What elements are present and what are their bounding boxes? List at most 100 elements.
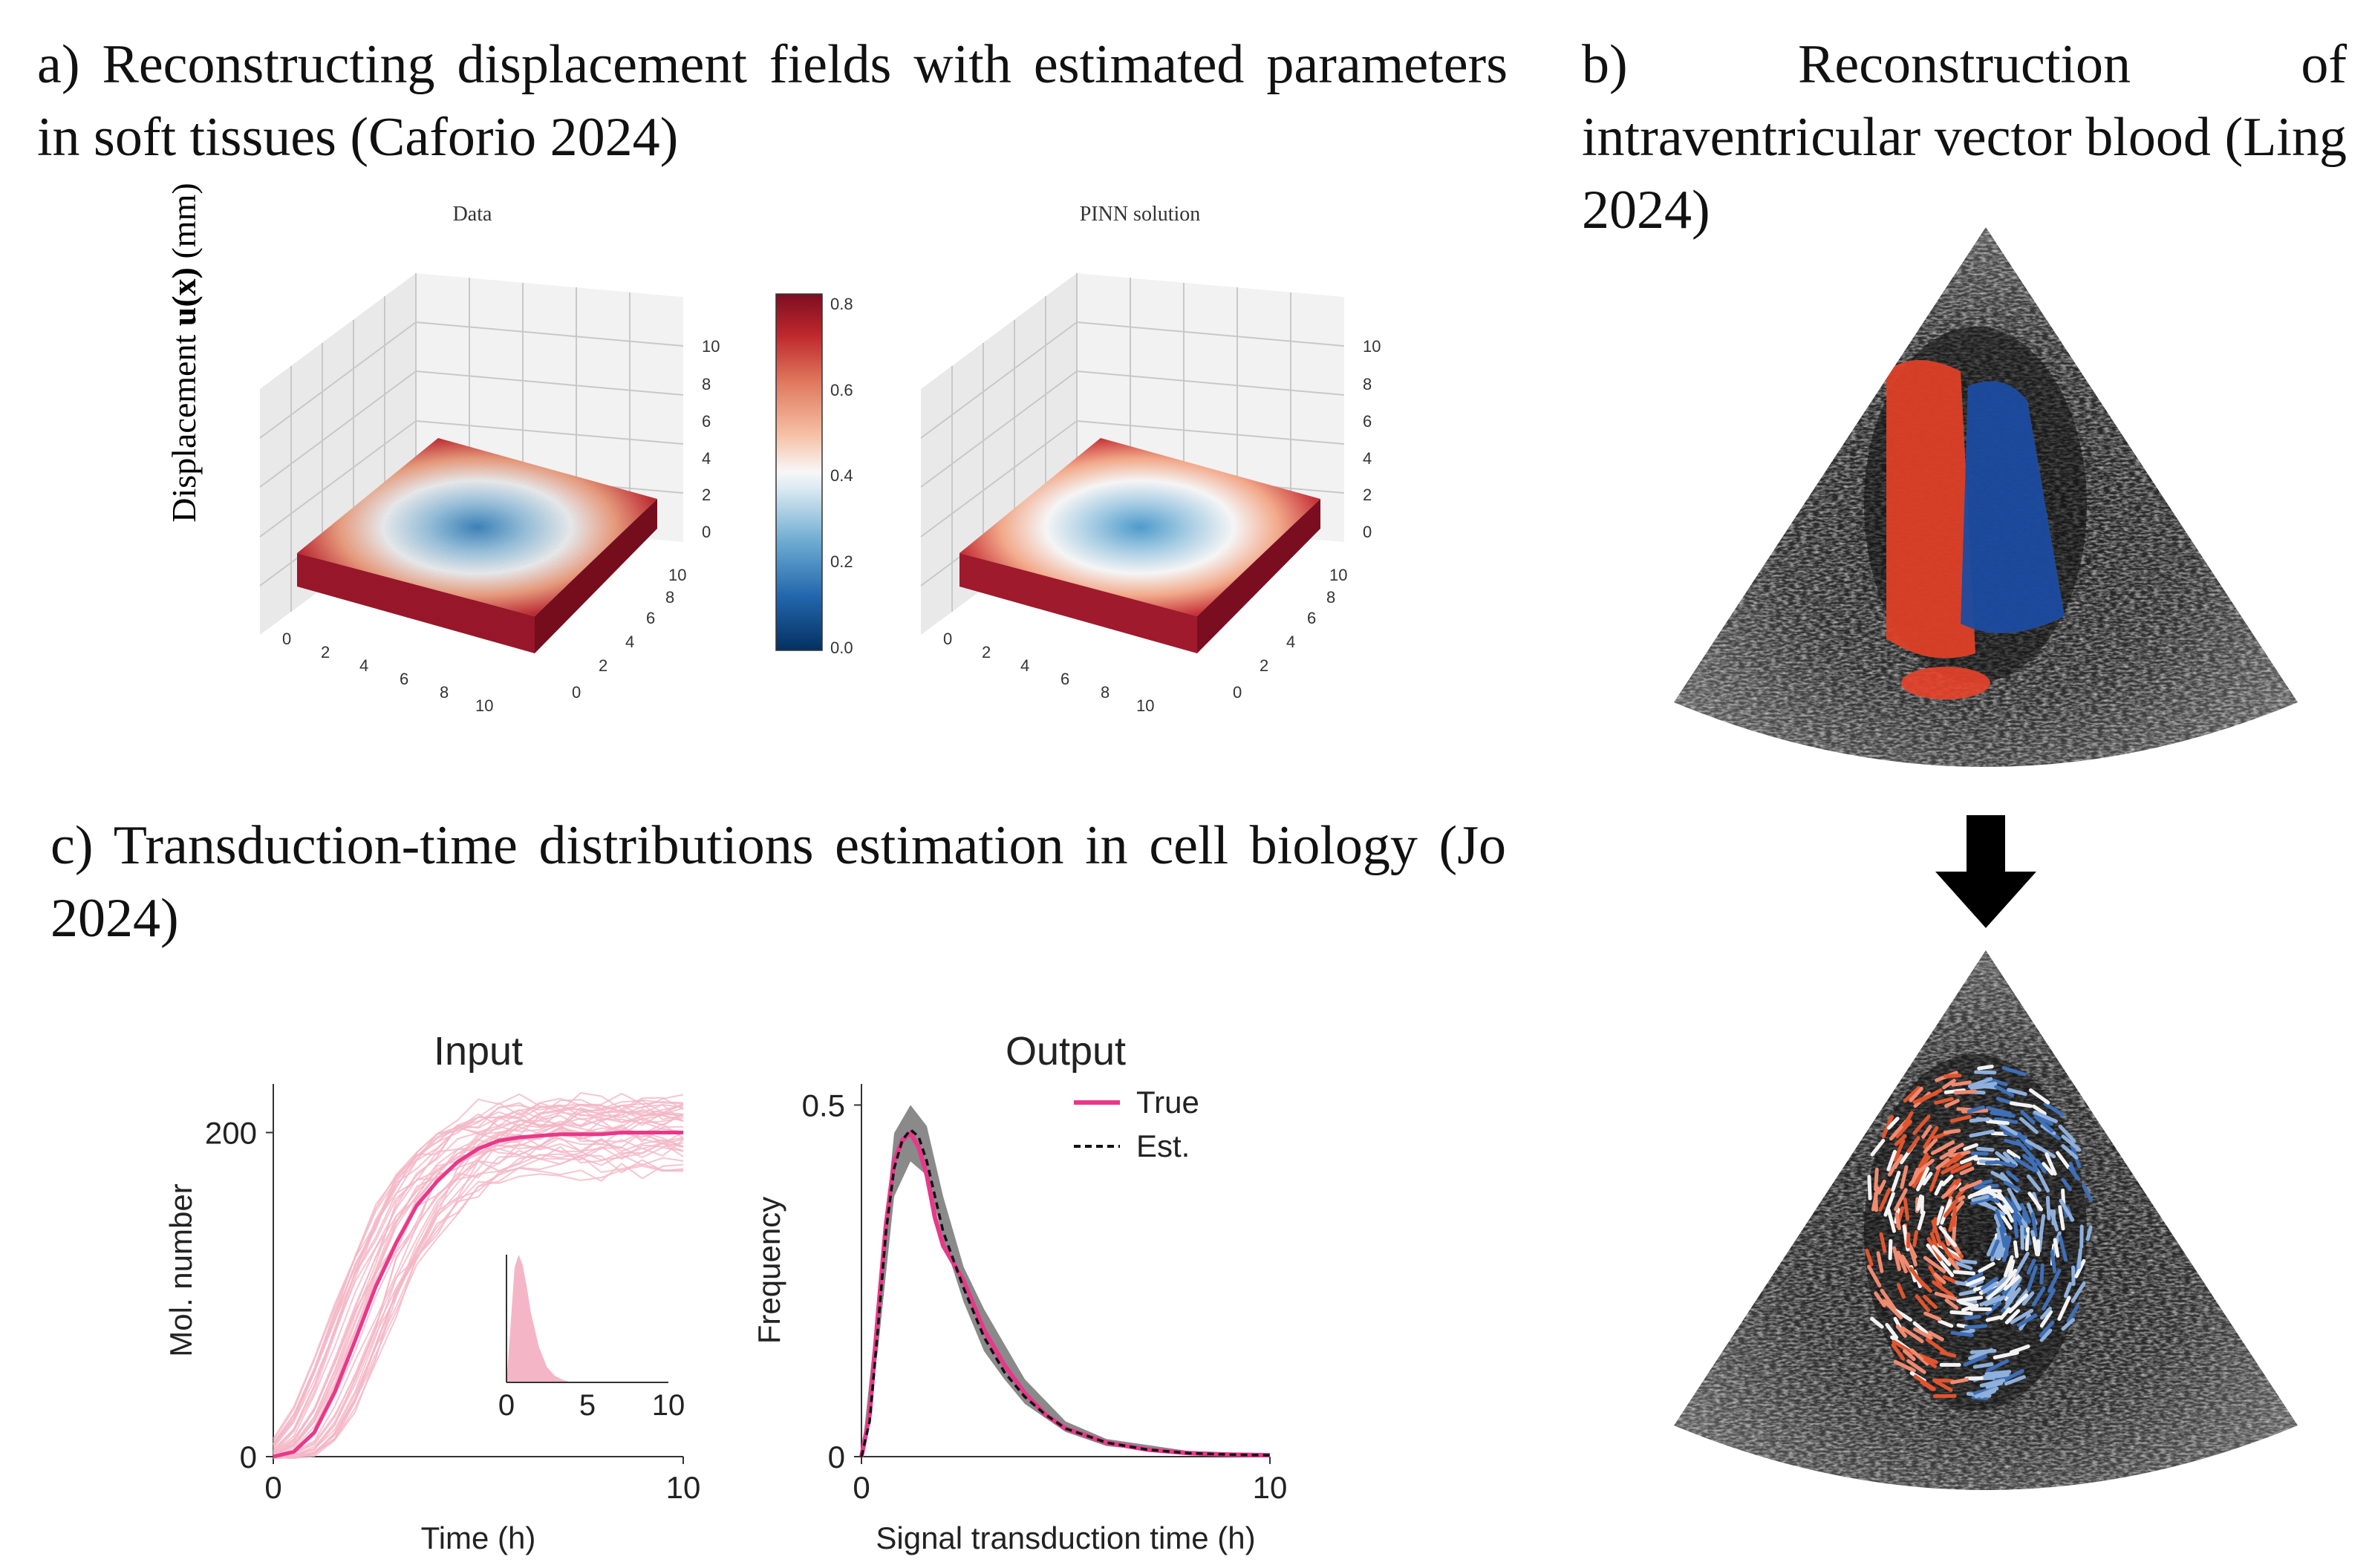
svg-text:8: 8 [1326, 588, 1335, 607]
trajectory-line [273, 1142, 684, 1457]
svg-text:10: 10 [668, 566, 686, 584]
vector-arrow [1950, 1377, 1969, 1385]
vector-arrow [2061, 1188, 2066, 1205]
vector-arrow [2030, 1212, 2038, 1237]
vector-arrow [1997, 1191, 2014, 1214]
vector-arrow [2042, 1162, 2054, 1176]
z-axis-label: Displacement u(x) (mm) [165, 183, 203, 522]
down-arrow-icon [1935, 815, 2036, 928]
chart-output: Output Signal transduction time (h) Freque… [752, 1029, 1287, 1555]
vector-arrow [1915, 1294, 1931, 1313]
vector-arrow [1918, 1152, 1929, 1169]
vector-arrow [1973, 1157, 2000, 1162]
vector-arrow [1984, 1370, 2012, 1376]
svg-text:10: 10 [1363, 337, 1381, 356]
vector-arrow [1949, 1114, 1972, 1123]
vector-arrow [2033, 1110, 2058, 1123]
svg-text:0: 0 [572, 683, 581, 702]
vector-arrow [2042, 1288, 2056, 1311]
inset-tick-label: 5 [579, 1389, 596, 1422]
chart-title: Output [1006, 1029, 1126, 1074]
svg-text:10: 10 [475, 696, 493, 715]
vector-arrow [2039, 1263, 2044, 1285]
trajectory-line [273, 1142, 684, 1445]
vector-arrow [1931, 1219, 1942, 1247]
vector-arrow [1909, 1086, 1923, 1102]
vector-arrow [1934, 1291, 1958, 1301]
vector-arrow [2010, 1308, 2034, 1324]
vector-arrow [1944, 1298, 1959, 1310]
x-axis-label: Time (h) [421, 1520, 536, 1555]
vector-arrow [1979, 1378, 2006, 1388]
surface-top [959, 438, 1320, 616]
vector-arrow [1867, 1175, 1872, 1200]
vector-arrow [2028, 1088, 2050, 1105]
inset-tick-label: 10 [652, 1389, 685, 1422]
vector-arrow [1967, 1077, 1993, 1088]
trajectory-line [273, 1163, 684, 1459]
y-axis-label: Frequency [752, 1197, 786, 1344]
vector-arrow [1952, 1270, 1976, 1275]
vector-arrow [1903, 1197, 1910, 1221]
vector-arrow [1894, 1134, 1907, 1146]
vector-arrow [1947, 1257, 1960, 1271]
x-tick-labels: 0 2 4 6 8 10 [943, 630, 1154, 715]
vector-arrow [1906, 1136, 1920, 1154]
svg-text:6: 6 [1060, 670, 1069, 688]
legend-est-label: Est. [1136, 1128, 1190, 1163]
surface-front [959, 553, 1197, 653]
vector-arrow [1886, 1208, 1896, 1233]
vector-arrow [2040, 1307, 2052, 1320]
svg-text:6: 6 [1307, 609, 1316, 627]
vector-arrow [1894, 1212, 1901, 1230]
vector-arrow [2004, 1309, 2021, 1324]
svg-text:4: 4 [625, 633, 634, 651]
vector-arrow [2033, 1114, 2054, 1133]
vector-arrow [1953, 1089, 1978, 1095]
vector-arrow [2015, 1252, 2030, 1275]
vector-arrow [2058, 1205, 2065, 1231]
vector-arrow [1871, 1186, 1880, 1212]
vector-arrow [2020, 1110, 2036, 1125]
inset-area [506, 1255, 572, 1382]
vector-arrow [1941, 1163, 1961, 1175]
vector-arrow [1969, 1129, 1995, 1138]
vector-arrow [1896, 1250, 1908, 1274]
vector-arrow [1895, 1324, 1907, 1339]
echocardiogram-color-doppler [1674, 227, 2298, 767]
vector-arrow [2006, 1170, 2019, 1183]
svg-text:8: 8 [440, 683, 449, 702]
vector-arrow [1985, 1301, 2002, 1316]
vector-arrow [1986, 1359, 2010, 1373]
vector-arrow [1985, 1315, 2002, 1322]
vector-arrow [1920, 1195, 1924, 1215]
vector-arrow [1938, 1319, 1954, 1328]
vector-arrow [1912, 1168, 1926, 1189]
vector-arrow [1888, 1238, 1893, 1261]
svg-text:2: 2 [1363, 486, 1372, 504]
vector-arrow [1978, 1261, 1995, 1273]
svg-text:2: 2 [1260, 656, 1268, 675]
vector-arrow [1984, 1295, 2006, 1307]
vector-arrow [1932, 1244, 1952, 1267]
vector-arrow [1969, 1349, 1997, 1354]
vector-arrow [2027, 1192, 2044, 1212]
vector-arrow [1955, 1280, 1977, 1288]
x-tick-label: 10 [1253, 1470, 1288, 1505]
vector-arrow [2082, 1184, 2094, 1202]
vector-arrow [1902, 1111, 1914, 1128]
vector-arrow [1951, 1080, 1972, 1087]
vector-arrow [2007, 1293, 2029, 1314]
vector-arrow [2007, 1187, 2022, 1212]
vector-arrow [2002, 1204, 2014, 1223]
vector-arrow [1874, 1167, 1879, 1192]
vector-arrow [1970, 1082, 1998, 1089]
vector-arrow [2059, 1198, 2075, 1222]
svg-text:6: 6 [1363, 412, 1372, 431]
vector-arrow [1949, 1310, 1973, 1316]
doppler-red-region [1886, 360, 1975, 659]
vector-arrow [1960, 1259, 1978, 1264]
vector-arrow [1990, 1239, 2000, 1257]
vector-arrow [2043, 1102, 2065, 1117]
